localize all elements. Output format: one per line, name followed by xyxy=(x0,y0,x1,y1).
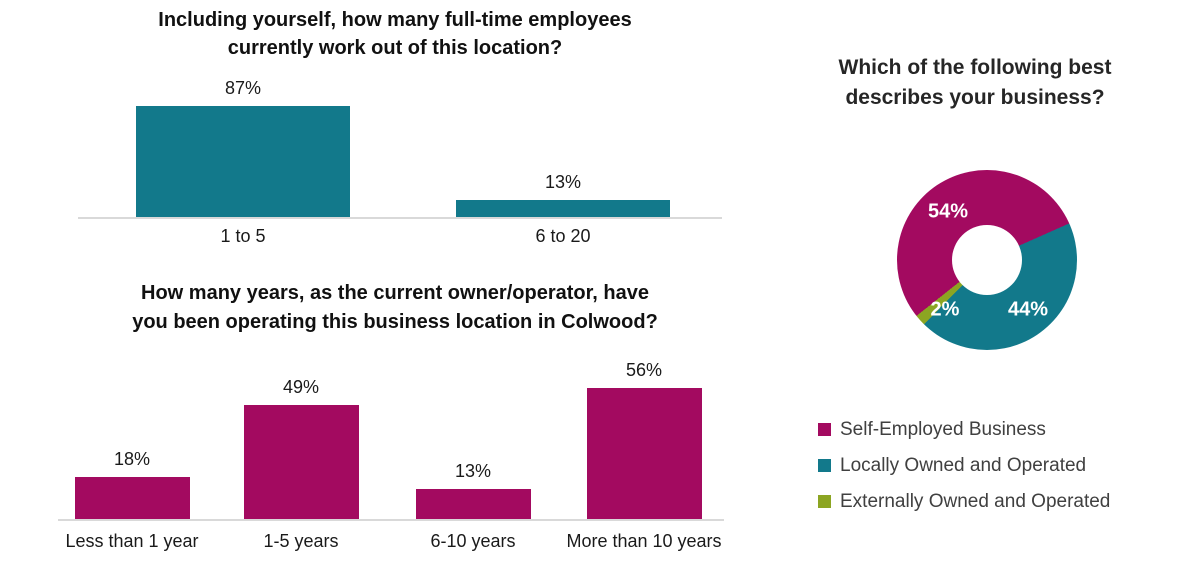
chart-title: Which of the following best describes yo… xyxy=(775,53,1175,113)
legend-item-externally-owned-and-operated: Externally Owned and Operated xyxy=(818,489,1110,514)
chart-title-line-2: describes your business? xyxy=(845,86,1105,109)
legend-swatch-magenta xyxy=(818,423,831,436)
bar-value-label: 13% xyxy=(544,172,582,192)
donut-ring: 54% 44% 2% xyxy=(897,170,1077,350)
bar-1-to-5 xyxy=(136,106,350,217)
bar-more-than-10-years xyxy=(586,388,702,519)
legend-label: Locally Owned and Operated xyxy=(840,454,1087,476)
legend: Self-Employed Business Locally Owned and … xyxy=(818,417,1110,525)
bar-6-to-20 xyxy=(456,200,670,217)
bar-less-than-1-year xyxy=(74,477,190,519)
bar-value-label: 49% xyxy=(282,377,320,397)
chart-title: Including yourself, how many full-time e… xyxy=(55,6,735,62)
bar-value-label: 87% xyxy=(224,78,262,98)
bar-6-10-years xyxy=(415,489,531,519)
legend-label: Self-Employed Business xyxy=(840,418,1046,440)
bar-category-label: More than 10 years xyxy=(566,531,722,551)
donut-slice-label-self-employed-business: 54% xyxy=(927,200,969,223)
bar-category-label: 6 to 20 xyxy=(535,226,591,246)
chart-business-type-donut: Which of the following best describes yo… xyxy=(760,0,1200,573)
bar-category-label: Less than 1 year xyxy=(65,531,199,551)
plot-area: 87% 1 to 5 13% 6 to 20 xyxy=(0,0,760,265)
bar-value-label: 18% xyxy=(113,449,151,469)
chart-title: How many years, as the current owner/ope… xyxy=(45,279,745,337)
chart-title-line-1: Which of the following best xyxy=(838,56,1112,79)
chart-title-line-1: Including yourself, how many full-time e… xyxy=(158,9,632,31)
bar-category-label: 1-5 years xyxy=(263,531,339,551)
bar-1-5-years xyxy=(243,405,359,519)
legend-swatch-teal xyxy=(818,459,831,472)
x-axis-line xyxy=(58,519,724,521)
bar-value-label: 13% xyxy=(454,461,492,481)
bar-category-label: 1 to 5 xyxy=(220,226,266,246)
donut-hole xyxy=(952,225,1022,295)
chart-title-line-2: currently work out of this location? xyxy=(227,37,563,59)
legend-label: Externally Owned and Operated xyxy=(840,490,1111,512)
bar-value-label: 56% xyxy=(625,360,663,380)
chart-title-line-1: How many years, as the current owner/ope… xyxy=(141,282,649,304)
plot-area: 18% Less than 1 year 49% 1-5 years 13% 6-10 y… xyxy=(0,270,760,573)
legend-item-self-employed-business: Self-Employed Business xyxy=(818,417,1110,442)
x-axis-line xyxy=(78,217,722,219)
legend-item-locally-owned-and-operated: Locally Owned and Operated xyxy=(818,453,1110,478)
chart-employees-bar: Including yourself, how many full-time e… xyxy=(0,0,760,265)
chart-title-line-2: you been operating this business locatio… xyxy=(132,311,658,333)
donut-slice-label-locally-owned-and-operated: 44% xyxy=(1007,298,1049,321)
bar-category-label: 6-10 years xyxy=(430,531,516,551)
chart-years-bar: How many years, as the current owner/ope… xyxy=(0,270,760,573)
donut-slice-label-externally-owned-and-operated: 2% xyxy=(930,298,960,321)
legend-swatch-green xyxy=(818,495,831,508)
